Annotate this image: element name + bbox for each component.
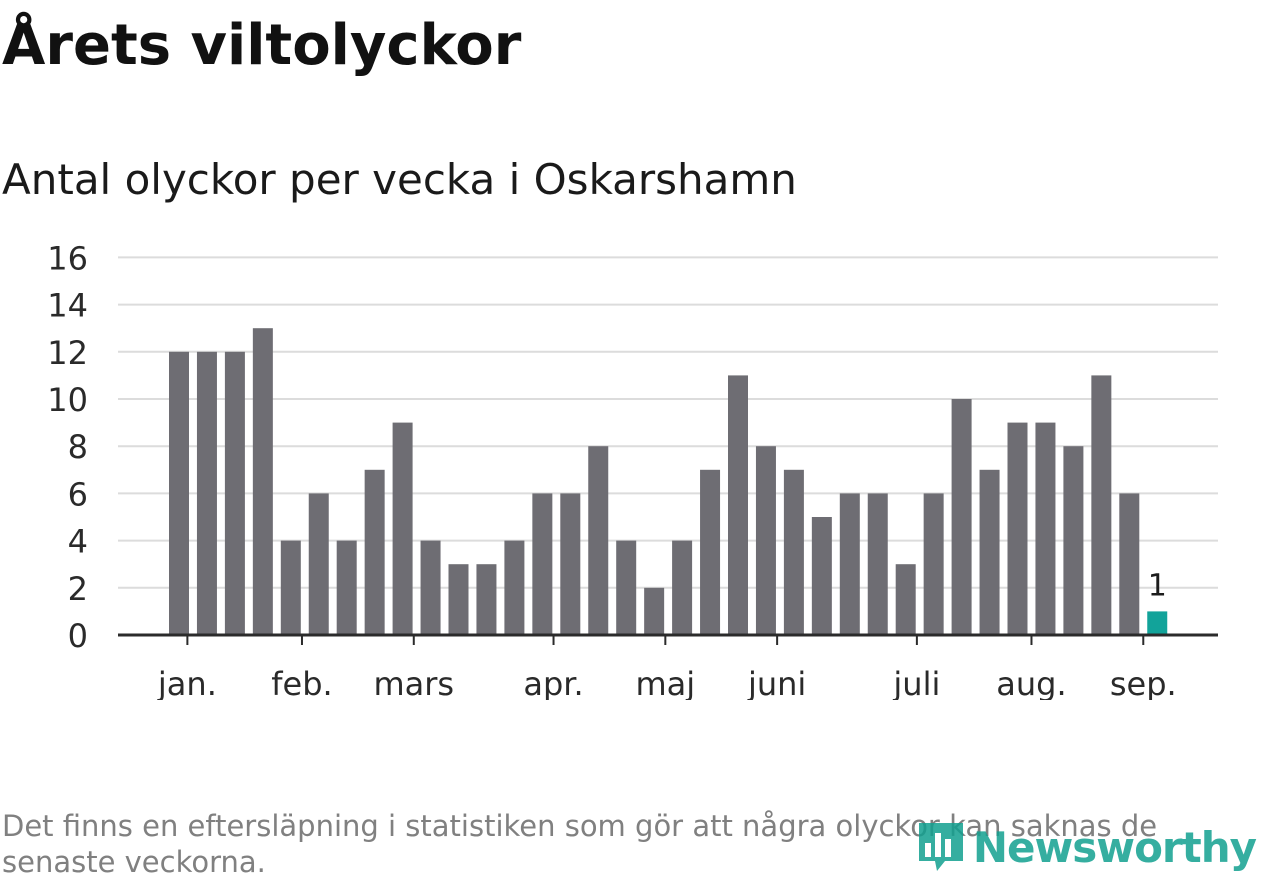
bar bbox=[1063, 446, 1084, 635]
x-tick-label: juli bbox=[892, 665, 940, 700]
bar bbox=[979, 469, 1000, 635]
bar bbox=[783, 469, 804, 635]
y-tick-label: 6 bbox=[68, 475, 88, 513]
bar bbox=[280, 540, 301, 635]
bar bbox=[867, 493, 888, 635]
gridlines bbox=[118, 256, 1218, 589]
bar bbox=[755, 446, 776, 635]
bar-series bbox=[169, 328, 1168, 635]
page-title: Årets viltolyckor bbox=[2, 13, 522, 78]
y-tick-label: 2 bbox=[68, 570, 88, 608]
bar bbox=[169, 351, 189, 635]
x-tick-label: juni bbox=[747, 665, 806, 700]
bar-chart: 0 2 4 6 8 10 12 14 16 jan. feb. mars apr. maj juni jul… bbox=[47, 239, 1218, 700]
y-tick-label: 12 bbox=[47, 334, 88, 372]
logo-text: Newsworthy bbox=[972, 822, 1257, 872]
bar bbox=[532, 493, 553, 635]
chart-subtitle: Antal olyckor per vecka i Oskarshamn bbox=[2, 155, 797, 204]
x-axis: jan. feb. mars apr. maj juni juli aug. sep. bbox=[118, 633, 1218, 700]
bar bbox=[672, 540, 693, 635]
footnote: Det finns en eftersläpning i statistiken… bbox=[2, 809, 1158, 879]
y-tick-label: 4 bbox=[68, 523, 88, 561]
bar bbox=[811, 517, 832, 635]
data-label: 1 bbox=[1148, 568, 1167, 603]
bar bbox=[728, 375, 748, 635]
bar bbox=[700, 469, 721, 635]
bar bbox=[336, 540, 357, 635]
bar bbox=[504, 540, 525, 635]
bar bbox=[364, 469, 385, 635]
x-tick-label: jan. bbox=[157, 665, 217, 700]
y-tick-label: 10 bbox=[47, 381, 88, 419]
y-tick-label: 16 bbox=[47, 239, 88, 277]
bar bbox=[224, 351, 245, 635]
bar bbox=[392, 422, 413, 635]
y-tick-label: 8 bbox=[68, 428, 88, 466]
bar bbox=[616, 540, 637, 635]
bar bbox=[1035, 422, 1056, 635]
x-tick-label: mars bbox=[373, 665, 454, 700]
x-tick-label: feb. bbox=[271, 665, 332, 700]
bar bbox=[560, 493, 581, 635]
bar bbox=[476, 564, 497, 635]
y-tick-label: 0 bbox=[68, 617, 88, 655]
bar bbox=[588, 446, 609, 635]
bar bbox=[196, 351, 217, 635]
data-labels: 1 bbox=[1148, 568, 1167, 603]
bar bbox=[923, 493, 944, 635]
bar bbox=[895, 564, 916, 635]
newsworthy-logo: Newsworthy bbox=[915, 819, 1257, 875]
bar bbox=[1007, 422, 1028, 635]
x-tick-label: maj bbox=[635, 665, 695, 700]
bar bbox=[448, 564, 469, 635]
bar bbox=[839, 493, 860, 635]
y-tick-label: 14 bbox=[47, 287, 88, 325]
bar bbox=[1091, 375, 1112, 635]
x-tick-label: aug. bbox=[996, 665, 1066, 700]
bar bbox=[420, 540, 441, 635]
bar-chart-bubble-icon bbox=[918, 823, 963, 871]
x-tick-label: sep. bbox=[1110, 665, 1177, 700]
x-tick-label: apr. bbox=[523, 665, 583, 700]
bar bbox=[644, 587, 665, 635]
bar bbox=[252, 328, 273, 635]
bar bbox=[308, 493, 329, 635]
bar bbox=[951, 399, 972, 635]
y-axis-ticks: 0 2 4 6 8 10 12 14 16 bbox=[47, 239, 88, 655]
bar-current-week bbox=[1147, 611, 1168, 635]
bar bbox=[1119, 493, 1140, 635]
